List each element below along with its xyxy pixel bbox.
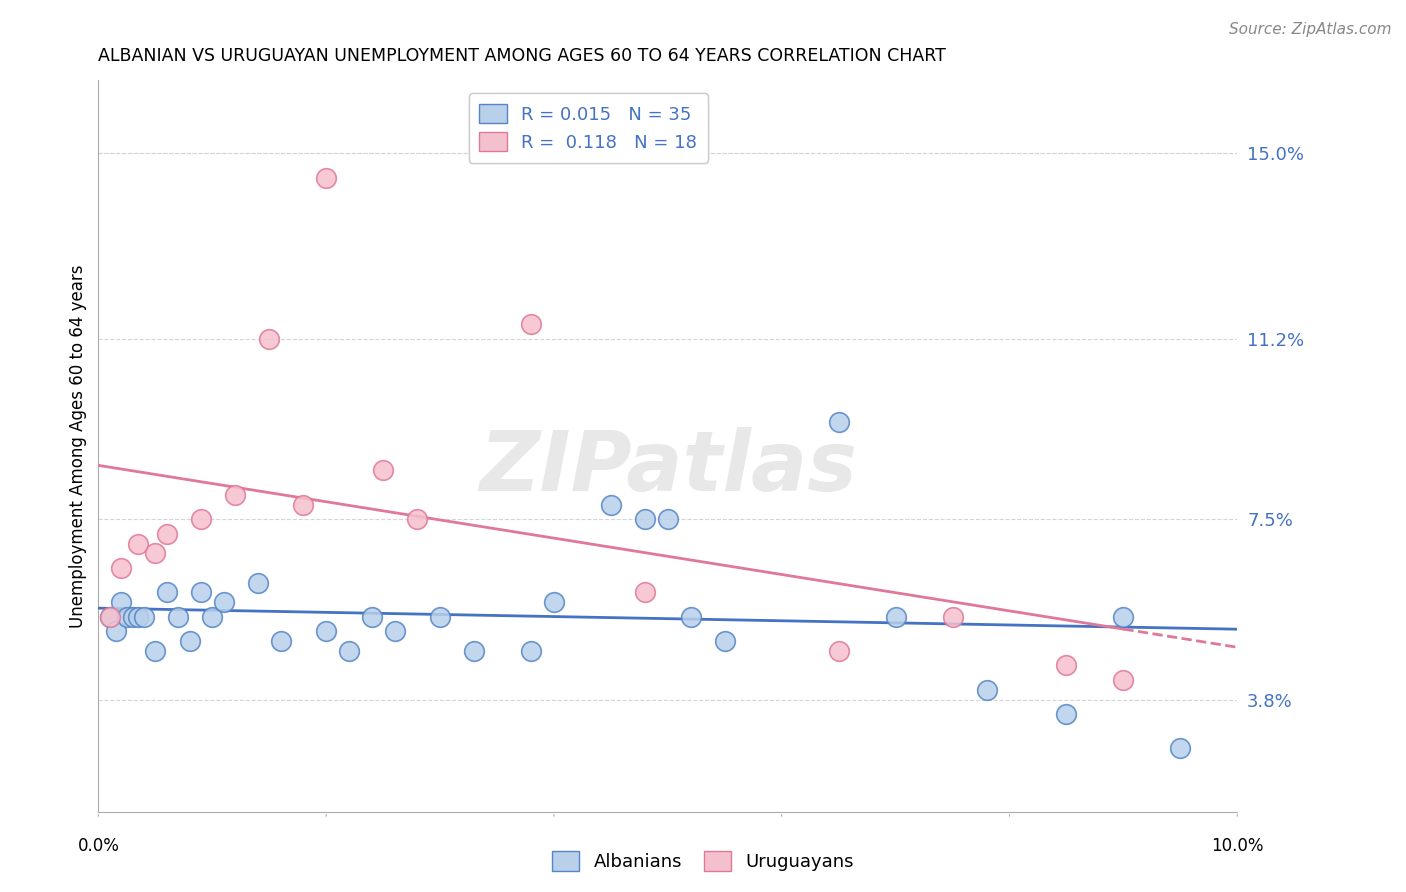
Point: [634, 585, 657, 599]
Y-axis label: Unemployment Among Ages 60 to 64 years: Unemployment Among Ages 60 to 64 years: [69, 264, 87, 628]
Point: [828, 644, 851, 658]
Point: [224, 488, 246, 502]
Point: [657, 512, 679, 526]
Legend: Albanians, Uruguayans: Albanians, Uruguayans: [546, 844, 860, 879]
Point: [429, 609, 451, 624]
Point: [246, 575, 269, 590]
Point: [543, 595, 565, 609]
Point: [406, 512, 429, 526]
Point: [259, 332, 281, 346]
Point: [634, 512, 657, 526]
Point: [520, 317, 543, 331]
Point: [371, 463, 394, 477]
Point: [179, 634, 201, 648]
Point: [167, 609, 190, 624]
Point: [98, 609, 121, 624]
Point: [942, 609, 965, 624]
Point: [127, 609, 149, 624]
Point: [115, 609, 138, 624]
Point: [600, 498, 623, 512]
Point: [1112, 609, 1135, 624]
Point: [315, 624, 337, 639]
Point: [1112, 673, 1135, 687]
Text: ZIPatlas: ZIPatlas: [479, 427, 856, 508]
Point: [190, 512, 212, 526]
Point: [121, 609, 143, 624]
Point: [104, 624, 127, 639]
Point: [1056, 658, 1078, 673]
Point: [132, 609, 155, 624]
Text: 10.0%: 10.0%: [1211, 837, 1264, 855]
Point: [156, 585, 179, 599]
Text: ALBANIAN VS URUGUAYAN UNEMPLOYMENT AMONG AGES 60 TO 64 YEARS CORRELATION CHART: ALBANIAN VS URUGUAYAN UNEMPLOYMENT AMONG…: [98, 47, 946, 65]
Point: [201, 609, 224, 624]
Point: [828, 415, 851, 429]
Point: [1170, 741, 1192, 756]
Point: [360, 609, 382, 624]
Text: 0.0%: 0.0%: [77, 837, 120, 855]
Point: [110, 595, 132, 609]
Point: [884, 609, 907, 624]
Point: [145, 546, 167, 560]
Point: [156, 526, 179, 541]
Point: [337, 644, 360, 658]
Point: [714, 634, 737, 648]
Point: [190, 585, 212, 599]
Text: Source: ZipAtlas.com: Source: ZipAtlas.com: [1229, 22, 1392, 37]
Point: [520, 644, 543, 658]
Legend: R = 0.015   N = 35, R =  0.118   N = 18: R = 0.015 N = 35, R = 0.118 N = 18: [468, 93, 707, 162]
Point: [127, 536, 149, 550]
Point: [679, 609, 702, 624]
Point: [98, 609, 121, 624]
Point: [463, 644, 485, 658]
Point: [212, 595, 235, 609]
Point: [315, 170, 337, 185]
Point: [292, 498, 315, 512]
Point: [270, 634, 292, 648]
Point: [110, 561, 132, 575]
Point: [976, 682, 998, 697]
Point: [145, 644, 167, 658]
Point: [1056, 707, 1078, 722]
Point: [384, 624, 406, 639]
